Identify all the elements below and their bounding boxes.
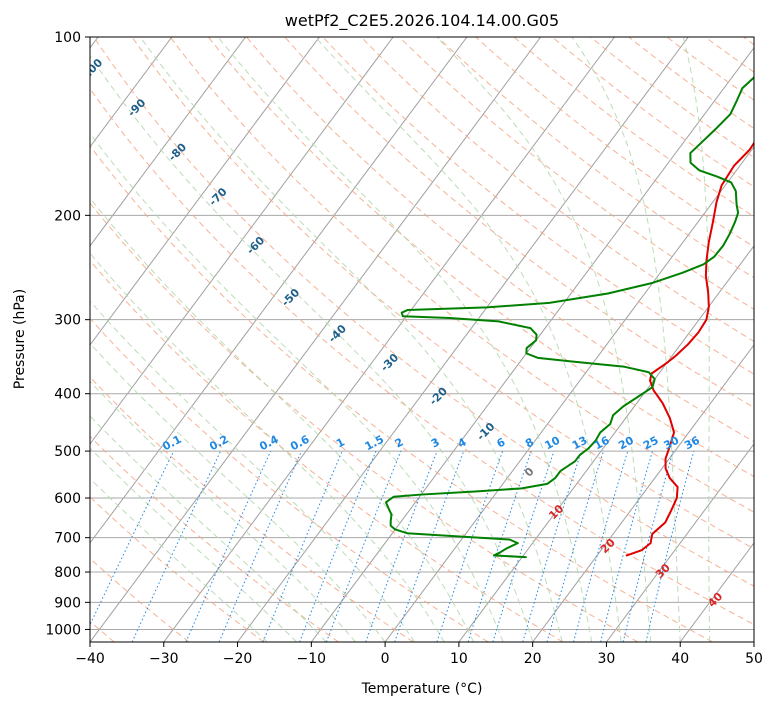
dry-adiabat-line <box>131 37 754 550</box>
mixing-ratio-label: 16 <box>592 434 612 453</box>
x-tick-label: −20 <box>223 651 253 667</box>
grid-layer <box>90 37 754 642</box>
mixing-ratio-line <box>436 450 504 642</box>
moist-adiabat-line <box>217 37 593 642</box>
isotherm-line <box>90 37 468 544</box>
plot-frame <box>89 36 755 643</box>
x-tick-label: −10 <box>297 651 327 667</box>
dry-adiabat-line <box>513 37 754 218</box>
moist-adiabat-line <box>90 380 356 642</box>
dry-adiabat-line <box>207 37 754 478</box>
mixing-ratio-line <box>600 450 653 642</box>
mixing-ratio-line <box>90 450 175 626</box>
y-tick-label: 600 <box>54 491 81 507</box>
x-tick-label: 40 <box>671 651 689 667</box>
temperature-profile-line <box>625 141 754 557</box>
isotherm-line <box>458 245 754 642</box>
mixing-ratio-label: 30 <box>662 434 682 453</box>
mixing-ratio-line <box>645 450 695 642</box>
x-tick-label: 20 <box>524 651 542 667</box>
moist-adiabat-line <box>139 37 563 642</box>
y-tick-label: 500 <box>54 444 81 460</box>
moist-adiabat-line <box>90 447 297 642</box>
mixing-ratio-line <box>394 450 465 642</box>
isotherm-line <box>90 37 394 445</box>
moist-adiabat-line <box>90 300 416 642</box>
moist-adiabat-line <box>90 415 327 642</box>
moist-adiabat-line <box>90 477 268 642</box>
y-tick-label: 100 <box>54 30 81 46</box>
x-tick-label: −30 <box>149 651 179 667</box>
mixing-ratio-line <box>218 450 302 642</box>
mixing-ratio-line <box>546 450 604 642</box>
x-tick-label: 50 <box>745 651 763 667</box>
dry-adiabat-line <box>90 145 713 642</box>
isotherm-line <box>90 37 320 346</box>
dry-adiabat-line <box>90 259 564 642</box>
y-tick-label: 900 <box>54 595 81 611</box>
dry-adiabat-line <box>90 202 639 642</box>
mixing-ratio-line <box>622 450 674 642</box>
dry-adiabat-line <box>590 37 754 159</box>
isotherm-line <box>532 344 754 642</box>
x-tick-label: 0 <box>381 651 390 667</box>
y-tick-label: 1000 <box>45 622 81 638</box>
mixing-ratio-label: 20 <box>616 434 636 453</box>
dry-adiabat-line <box>90 87 754 626</box>
chart-title: wetPf2_C2E5.2026.104.14.00.G05 <box>285 11 559 31</box>
dry-adiabat-line <box>93 37 754 587</box>
isotherm-line <box>606 443 754 642</box>
mixing-ratio-line <box>131 450 222 642</box>
mixing-ratio-line <box>185 450 272 642</box>
mixing-ratio-line <box>492 450 555 642</box>
dry-adiabat-line <box>360 37 754 342</box>
x-axis-label: Temperature (°C) <box>361 681 483 697</box>
axis-layer: −40 −30 −20 −10 0 10 20 30 40 50 100 200 300 400 500 60… <box>45 30 763 667</box>
dewpoint-profile-line <box>384 76 754 559</box>
y-tick-label: 200 <box>54 208 81 224</box>
mixing-ratio-label: 25 <box>641 434 661 453</box>
moist-adiabat-line <box>682 37 711 642</box>
moist-adiabat-line <box>436 37 652 642</box>
y-tick-label: 700 <box>54 531 81 547</box>
x-tick-label: 10 <box>450 651 468 667</box>
isotherm-line <box>237 37 689 642</box>
mixing-ratio-label: 13 <box>570 434 590 453</box>
mixing-ratio-label: 36 <box>682 434 702 453</box>
y-tick-label: 400 <box>54 387 81 403</box>
mixing-ratio-line <box>573 450 629 642</box>
isotherm-line <box>90 37 542 642</box>
dry-adiabat-line <box>169 37 754 513</box>
mixing-ratio-line <box>262 450 343 642</box>
dry-adiabat-line <box>551 37 754 188</box>
mixing-ratio-label: 10 <box>542 434 562 453</box>
isotherm-line <box>384 146 754 642</box>
moist-adiabat-line <box>314 37 622 642</box>
dry-adiabat-line <box>90 496 265 642</box>
y-axis-label: Pressure (hPa) <box>12 289 28 389</box>
x-tick-label: 30 <box>598 651 616 667</box>
y-tick-label: 300 <box>54 313 81 329</box>
data-layer <box>384 76 754 559</box>
x-tick-label: −40 <box>75 651 105 667</box>
moist-adiabat-line <box>90 132 504 642</box>
dry-adiabat-line <box>90 376 414 642</box>
moist-adiabat-line <box>90 252 445 642</box>
moist-adiabat-line <box>90 342 386 642</box>
mixing-ratio-line <box>522 450 582 642</box>
moist-adiabat-line <box>90 54 534 642</box>
mixing-ratio-line <box>467 450 532 642</box>
isotherm-line <box>90 37 173 148</box>
isotherm-line <box>90 37 247 247</box>
dry-adiabat-line <box>322 37 754 375</box>
isotherm-line <box>163 37 615 642</box>
y-tick-label: 800 <box>54 565 81 581</box>
